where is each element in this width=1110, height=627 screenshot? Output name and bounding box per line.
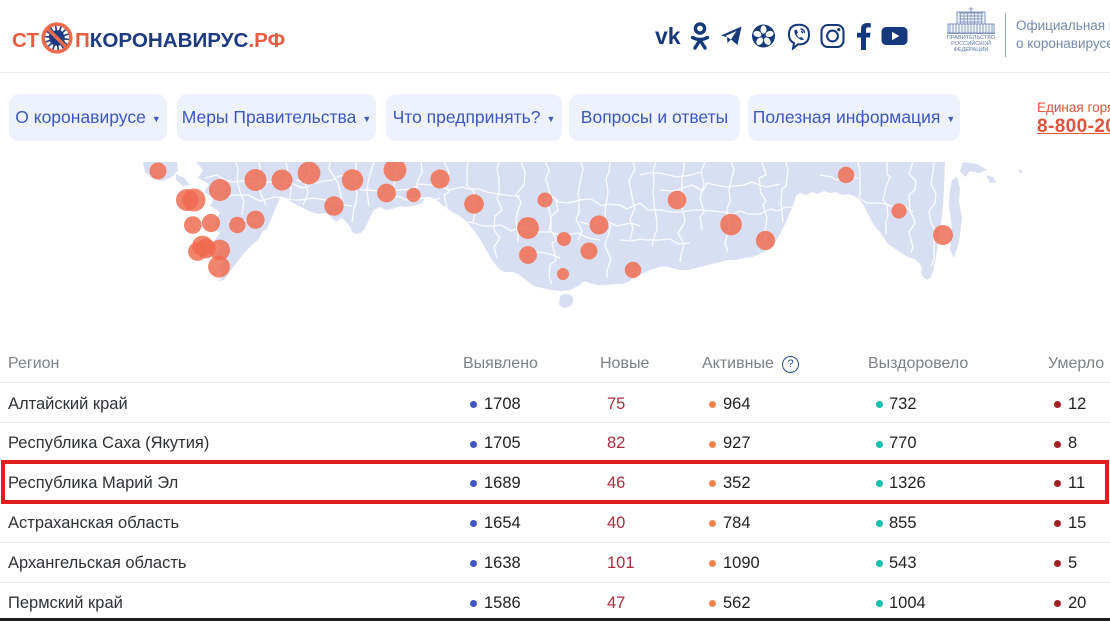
svg-text:vk: vk xyxy=(655,23,681,49)
